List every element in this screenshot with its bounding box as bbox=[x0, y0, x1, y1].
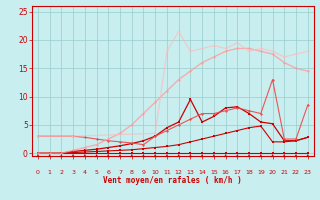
X-axis label: Vent moyen/en rafales ( km/h ): Vent moyen/en rafales ( km/h ) bbox=[103, 176, 242, 185]
